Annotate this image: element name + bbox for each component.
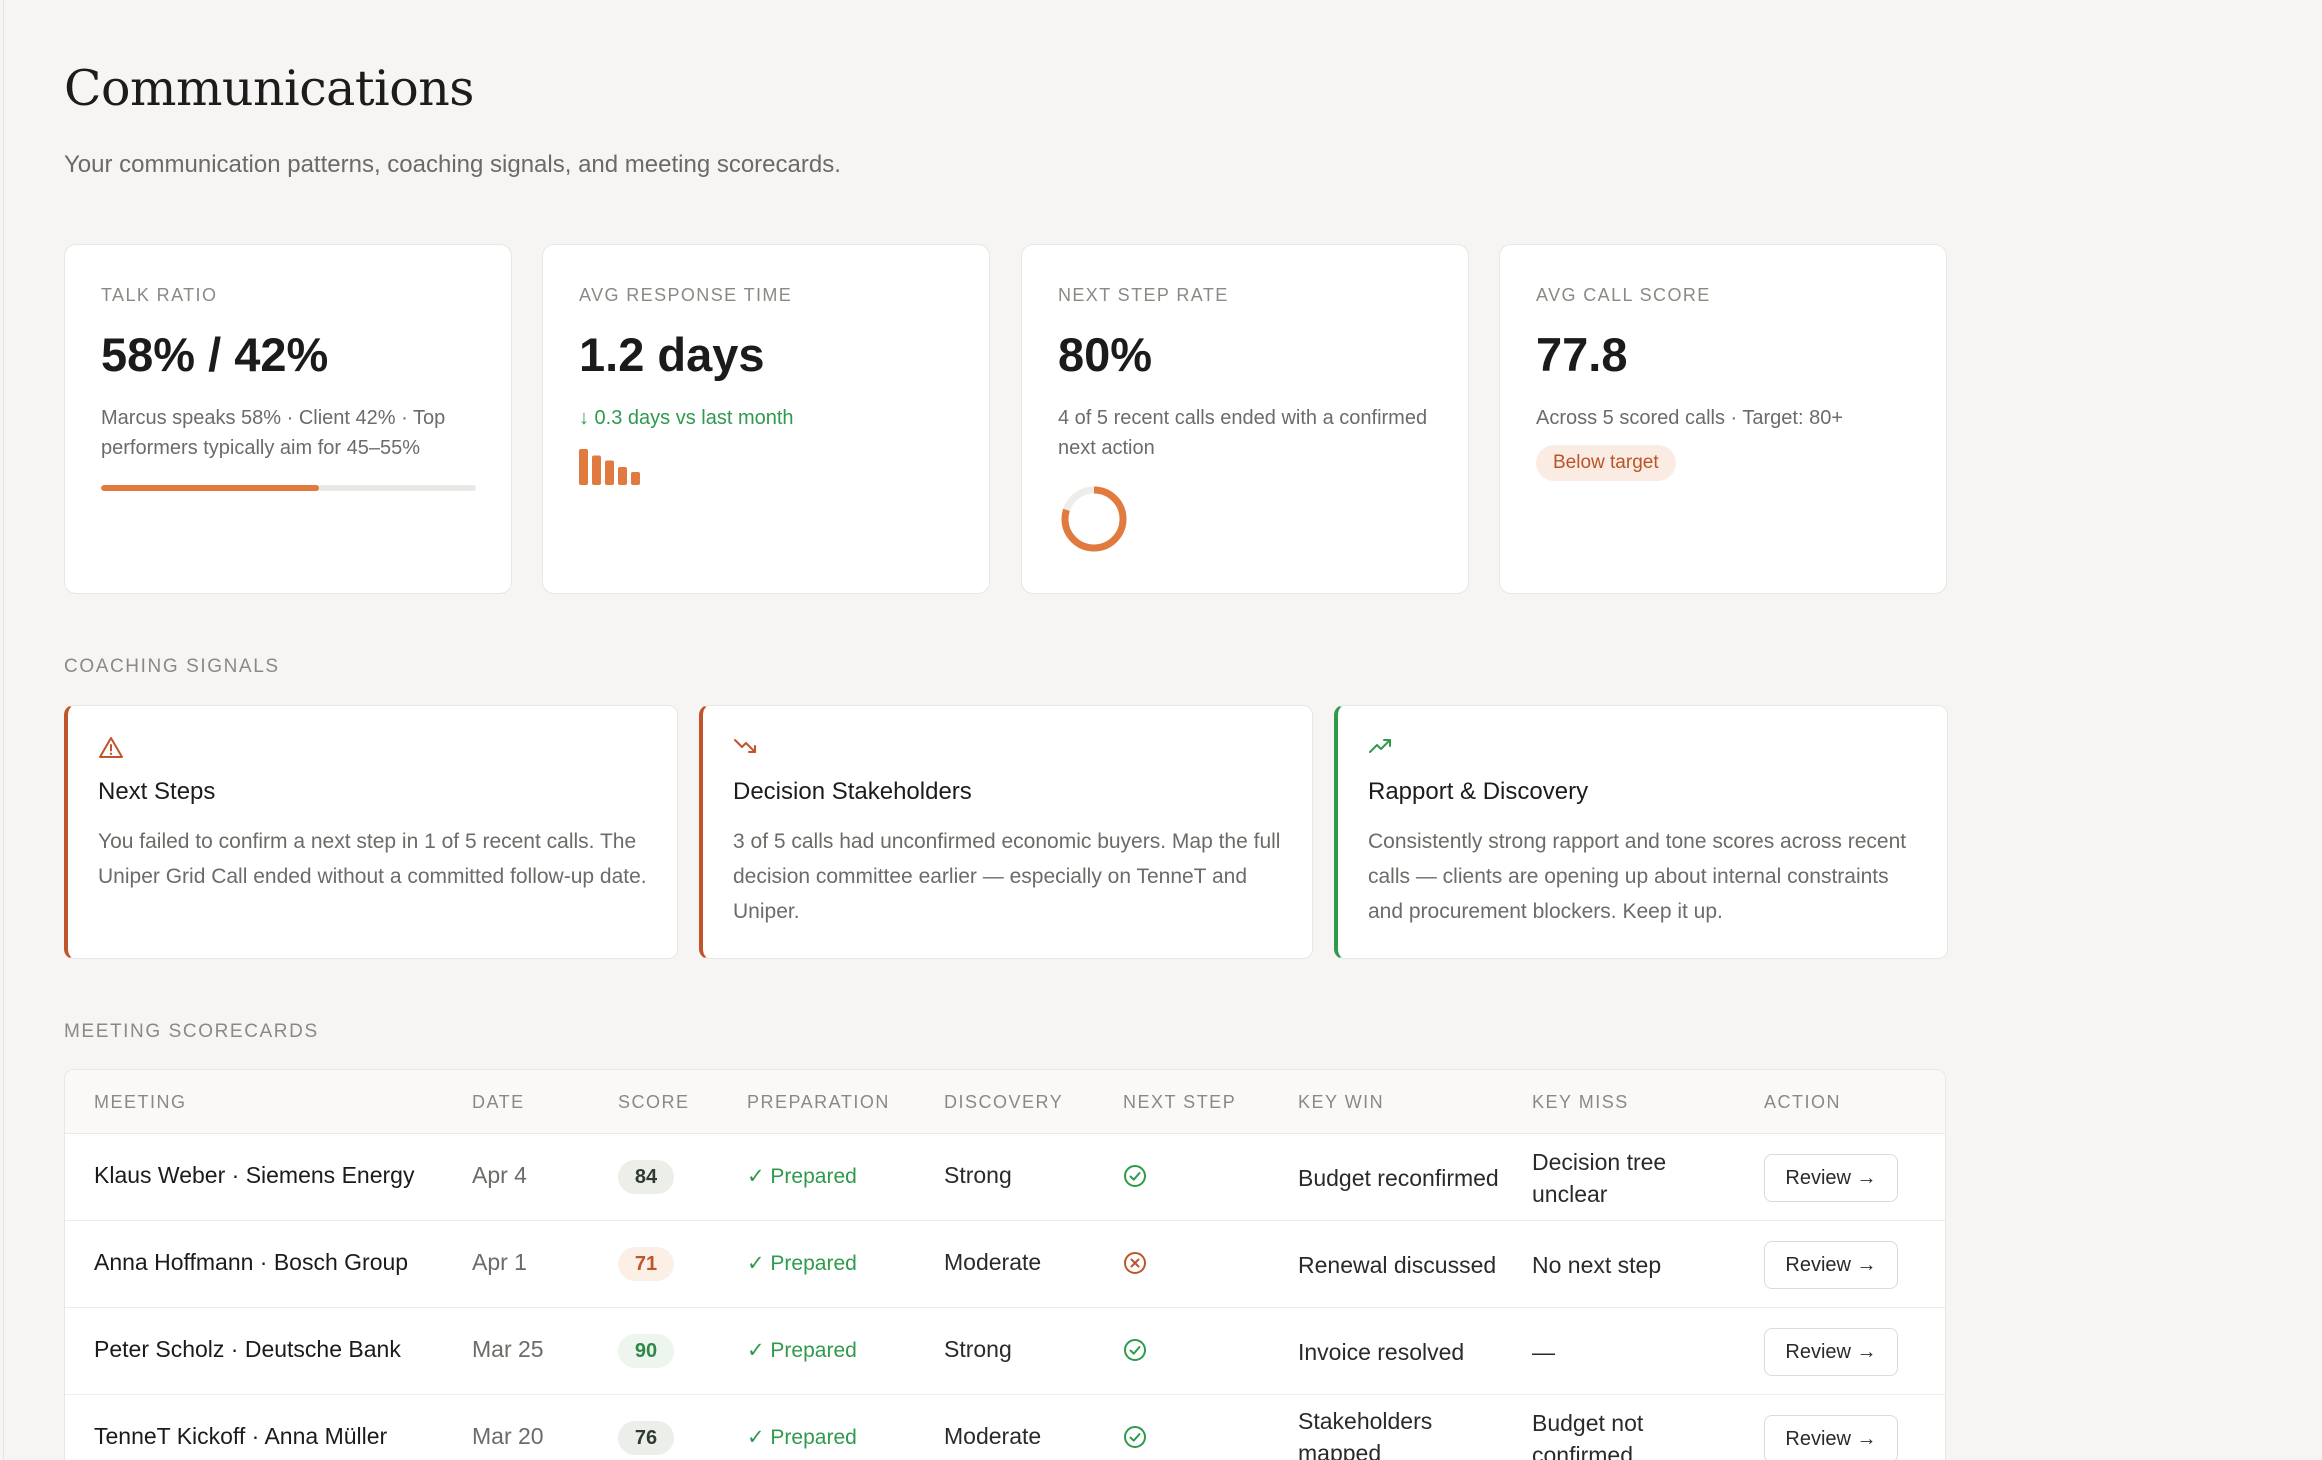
sparkline-bar [579, 449, 588, 485]
coaching-signals-title: COACHING SIGNALS [64, 656, 280, 677]
key-miss: Decision tree unclear [1532, 1149, 1667, 1207]
meeting-name[interactable]: Anna Hoffmann · Bosch Group [94, 1249, 409, 1275]
key-miss: No next step [1532, 1252, 1662, 1278]
review-button[interactable]: Review → [1764, 1328, 1898, 1376]
key-win: Stakeholders mapped [1298, 1408, 1433, 1460]
table-row: Peter Scholz · Deutsche Bank Mar 25 90 ✓… [65, 1308, 1945, 1395]
discovery-rating: Strong [944, 1162, 1012, 1188]
meeting-scorecards-title: MEETING SCORECARDS [64, 1021, 319, 1042]
signal-title: Rapport & Discovery [1368, 778, 1589, 805]
talk-ratio-value: 58% / 42% [101, 328, 329, 381]
key-win: Invoice resolved [1298, 1339, 1465, 1365]
trending-up-icon [1369, 739, 1391, 753]
below-target-badge: Below target [1536, 445, 1676, 481]
next-step-rate-value: 80% [1058, 328, 1153, 381]
table-row: Klaus Weber · Siemens Energy Apr 4 84 ✓ … [65, 1134, 1945, 1221]
column-header-preparation: PREPARATION [747, 1092, 890, 1112]
talk-ratio-card: TALK RATIO 58% / 42% Marcus speaks 58% ·… [64, 244, 512, 594]
left-divider [3, 0, 4, 1460]
talk-ratio-progress-fill [101, 485, 319, 491]
call-score-card: AVG CALL SCORE 77.8 Across 5 scored call… [1499, 244, 1947, 594]
sparkline-bar [631, 472, 640, 485]
response-time-sparkline [579, 449, 640, 485]
next-step-cross-icon [1123, 1251, 1147, 1281]
key-win: Budget reconfirmed [1298, 1165, 1499, 1191]
trending-down-icon [734, 739, 756, 753]
table-row: TenneT Kickoff · Anna Müller Mar 20 76 ✓… [65, 1395, 1945, 1460]
review-button[interactable]: Review → [1764, 1241, 1898, 1289]
table-row: Anna Hoffmann · Bosch Group Apr 1 71 ✓ P… [65, 1221, 1945, 1308]
next-step-rate-donut [1061, 486, 1127, 552]
signal-title: Next Steps [98, 778, 216, 805]
meeting-name[interactable]: Peter Scholz · Deutsche Bank [94, 1336, 401, 1362]
score-pill: 90 [618, 1334, 674, 1368]
signal-card-rapport-discovery: Rapport & Discovery Consistently strong … [1334, 705, 1948, 959]
response-time-delta: ↓ 0.3 days vs last month [579, 407, 794, 429]
next-step-rate-label: NEXT STEP RATE [1058, 285, 1229, 305]
talk-ratio-progress [101, 485, 476, 491]
response-time-card: AVG RESPONSE TIME 1.2 days ↓ 0.3 days vs… [542, 244, 990, 594]
score-pill: 71 [618, 1247, 674, 1281]
score-pill: 76 [618, 1421, 674, 1455]
signal-body: Consistently strong rapport and tone sco… [1368, 830, 1907, 923]
key-miss: Budget not confirmed [1532, 1410, 1644, 1460]
meeting-date: Apr 1 [472, 1249, 527, 1275]
column-header-date: DATE [472, 1092, 525, 1112]
call-score-value: 77.8 [1536, 328, 1628, 381]
sparkline-bar [618, 467, 627, 485]
column-header-action: ACTION [1764, 1092, 1842, 1112]
call-score-label: AVG CALL SCORE [1536, 285, 1711, 305]
next-step-check-icon [1123, 1425, 1147, 1455]
preparation-status: ✓ Prepared [747, 1165, 857, 1188]
preparation-status: ✓ Prepared [747, 1252, 857, 1275]
meeting-date: Mar 25 [472, 1336, 544, 1362]
talk-ratio-description: Marcus speaks 58% · Client 42% · Top per… [101, 407, 446, 459]
meeting-name[interactable]: TenneT Kickoff · Anna Müller [94, 1423, 388, 1449]
discovery-rating: Moderate [944, 1423, 1042, 1449]
signal-body: You failed to confirm a next step in 1 o… [98, 830, 647, 888]
signal-title: Decision Stakeholders [733, 778, 972, 805]
column-header-key-win: KEY WIN [1298, 1092, 1385, 1112]
response-time-value: 1.2 days [579, 328, 765, 381]
signal-body: 3 of 5 calls had unconfirmed economic bu… [733, 830, 1281, 923]
table-header: MEETING DATE SCORE PREPARATION DISCOVERY… [65, 1070, 1945, 1134]
discovery-rating: Moderate [944, 1249, 1042, 1275]
talk-ratio-label: TALK RATIO [101, 285, 218, 305]
signal-card-decision-stakeholders: Decision Stakeholders 3 of 5 calls had u… [699, 705, 1313, 959]
scorecards-table: MEETING DATE SCORE PREPARATION DISCOVERY… [64, 1069, 1946, 1460]
sparkline-bar [605, 460, 614, 485]
call-score-description: Across 5 scored calls · Target: 80+ [1536, 407, 1843, 429]
column-header-key-miss: KEY MISS [1532, 1092, 1629, 1112]
review-button[interactable]: Review → [1764, 1154, 1898, 1202]
key-miss: — [1532, 1339, 1555, 1365]
column-header-score: SCORE [618, 1092, 690, 1112]
next-step-check-icon [1123, 1338, 1147, 1368]
column-header-discovery: DISCOVERY [944, 1092, 1064, 1112]
meeting-name[interactable]: Klaus Weber · Siemens Energy [94, 1162, 415, 1188]
review-button[interactable]: Review → [1764, 1415, 1898, 1460]
column-header-meeting: MEETING [94, 1092, 187, 1112]
meeting-date: Apr 4 [472, 1162, 527, 1188]
page-subtitle: Your communication patterns, coaching si… [64, 151, 841, 178]
preparation-status: ✓ Prepared [747, 1426, 857, 1449]
response-time-label: AVG RESPONSE TIME [579, 285, 793, 305]
key-win: Renewal discussed [1298, 1252, 1497, 1278]
meeting-date: Mar 20 [472, 1423, 544, 1449]
signal-card-next-steps: Next Steps You failed to confirm a next … [64, 705, 678, 959]
donut-arc [1061, 486, 1127, 552]
score-pill: 84 [618, 1160, 674, 1194]
next-step-rate-description: 4 of 5 recent calls ended with a confirm… [1058, 407, 1428, 459]
sparkline-bar [592, 455, 601, 485]
preparation-status: ✓ Prepared [747, 1339, 857, 1362]
next-step-check-icon [1123, 1164, 1147, 1194]
page-title: Communications [64, 60, 474, 117]
discovery-rating: Strong [944, 1336, 1012, 1362]
warning-triangle-icon [99, 737, 123, 758]
column-header-next-step: NEXT STEP [1123, 1092, 1237, 1112]
next-step-rate-card: NEXT STEP RATE 80% 4 of 5 recent calls e… [1021, 244, 1469, 594]
